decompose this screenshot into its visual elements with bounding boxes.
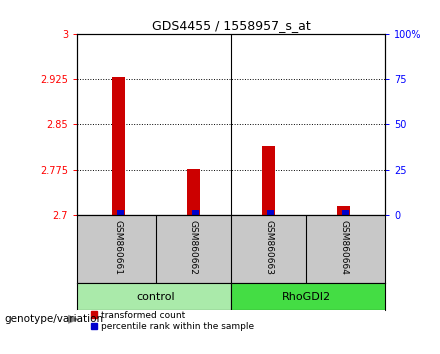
Text: GSM860662: GSM860662 [189,221,198,275]
Text: RhoGDI2: RhoGDI2 [282,292,331,302]
Text: GSM860664: GSM860664 [339,221,348,275]
Bar [117,210,124,215]
Bar [112,77,125,215]
Bar [262,145,275,215]
Bar [77,283,231,310]
Legend: transformed count, percentile rank within the sample: transformed count, percentile rank withi… [91,311,254,331]
Bar [231,283,385,310]
Title: GDS4455 / 1558957_s_at: GDS4455 / 1558957_s_at [152,19,310,33]
Polygon shape [68,315,79,324]
Text: GSM860661: GSM860661 [114,221,123,275]
Bar [342,210,349,215]
Text: genotype/variation: genotype/variation [4,314,103,324]
Text: control: control [136,292,175,302]
Bar [267,210,275,215]
Bar [337,206,350,215]
Bar [187,169,200,215]
Text: GSM860663: GSM860663 [264,221,273,275]
Bar [192,210,199,215]
